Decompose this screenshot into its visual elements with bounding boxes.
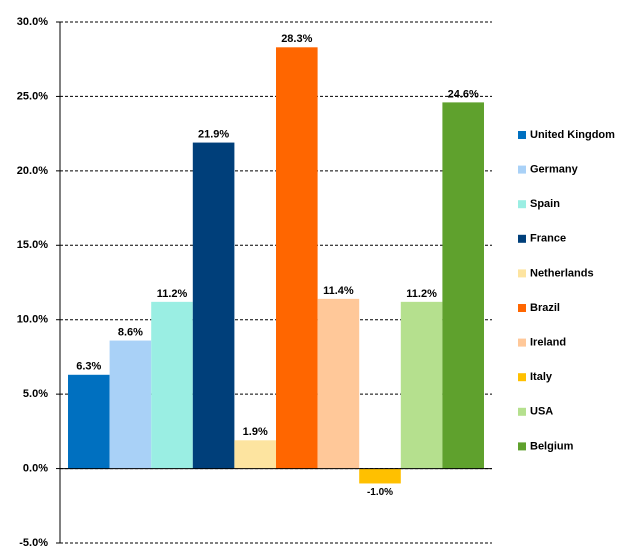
legend-swatch — [518, 234, 526, 243]
legend-swatch — [518, 131, 526, 139]
bar — [68, 374, 110, 469]
data-label: 1.9% — [243, 426, 268, 438]
bar — [151, 301, 193, 469]
data-label: 8.6% — [118, 326, 143, 338]
legend-label: Italy — [530, 371, 553, 383]
y-tick-label: 25.0% — [17, 90, 48, 102]
legend-swatch — [518, 373, 526, 382]
data-label: 28.3% — [281, 33, 312, 45]
bar — [442, 102, 484, 469]
legend-label: United Kingdom — [530, 129, 615, 141]
legend-label: USA — [530, 406, 553, 418]
legend-label: Belgium — [530, 440, 574, 452]
legend-label: Brazil — [530, 302, 560, 314]
bar — [317, 298, 360, 469]
y-tick-label: 15.0% — [17, 239, 48, 251]
data-label: 11.4% — [323, 285, 354, 297]
legend-label: Ireland — [530, 337, 566, 349]
bar — [276, 47, 318, 469]
legend-swatch — [518, 165, 526, 174]
legend-swatch — [518, 338, 526, 347]
bar — [359, 468, 401, 484]
y-tick-label: 5.0% — [23, 388, 48, 400]
data-label: 11.2% — [157, 288, 188, 300]
y-tick-label: -5.0% — [19, 537, 48, 546]
y-tick-label: 0.0% — [23, 462, 48, 474]
legend-swatch — [518, 442, 526, 451]
legend-label: Germany — [530, 164, 579, 176]
y-tick-label: 10.0% — [17, 314, 48, 326]
bar — [109, 340, 152, 469]
legend-label: Netherlands — [530, 267, 594, 279]
data-label: 6.3% — [76, 361, 101, 373]
y-tick-label: 30.0% — [17, 16, 48, 28]
legend-label: France — [530, 233, 566, 245]
data-label: 21.9% — [198, 128, 229, 140]
bar — [234, 440, 276, 469]
data-label: -1.0% — [367, 487, 393, 498]
legend-swatch — [518, 407, 526, 416]
bar — [400, 301, 443, 469]
y-tick-label: 20.0% — [17, 165, 48, 177]
legend-swatch — [518, 200, 526, 209]
bar — [192, 142, 235, 469]
legend-swatch — [518, 304, 526, 312]
legend-swatch — [518, 269, 526, 278]
legend-label: Spain — [530, 198, 560, 210]
data-label: 11.2% — [406, 288, 437, 300]
data-label: 24.6% — [448, 88, 479, 100]
